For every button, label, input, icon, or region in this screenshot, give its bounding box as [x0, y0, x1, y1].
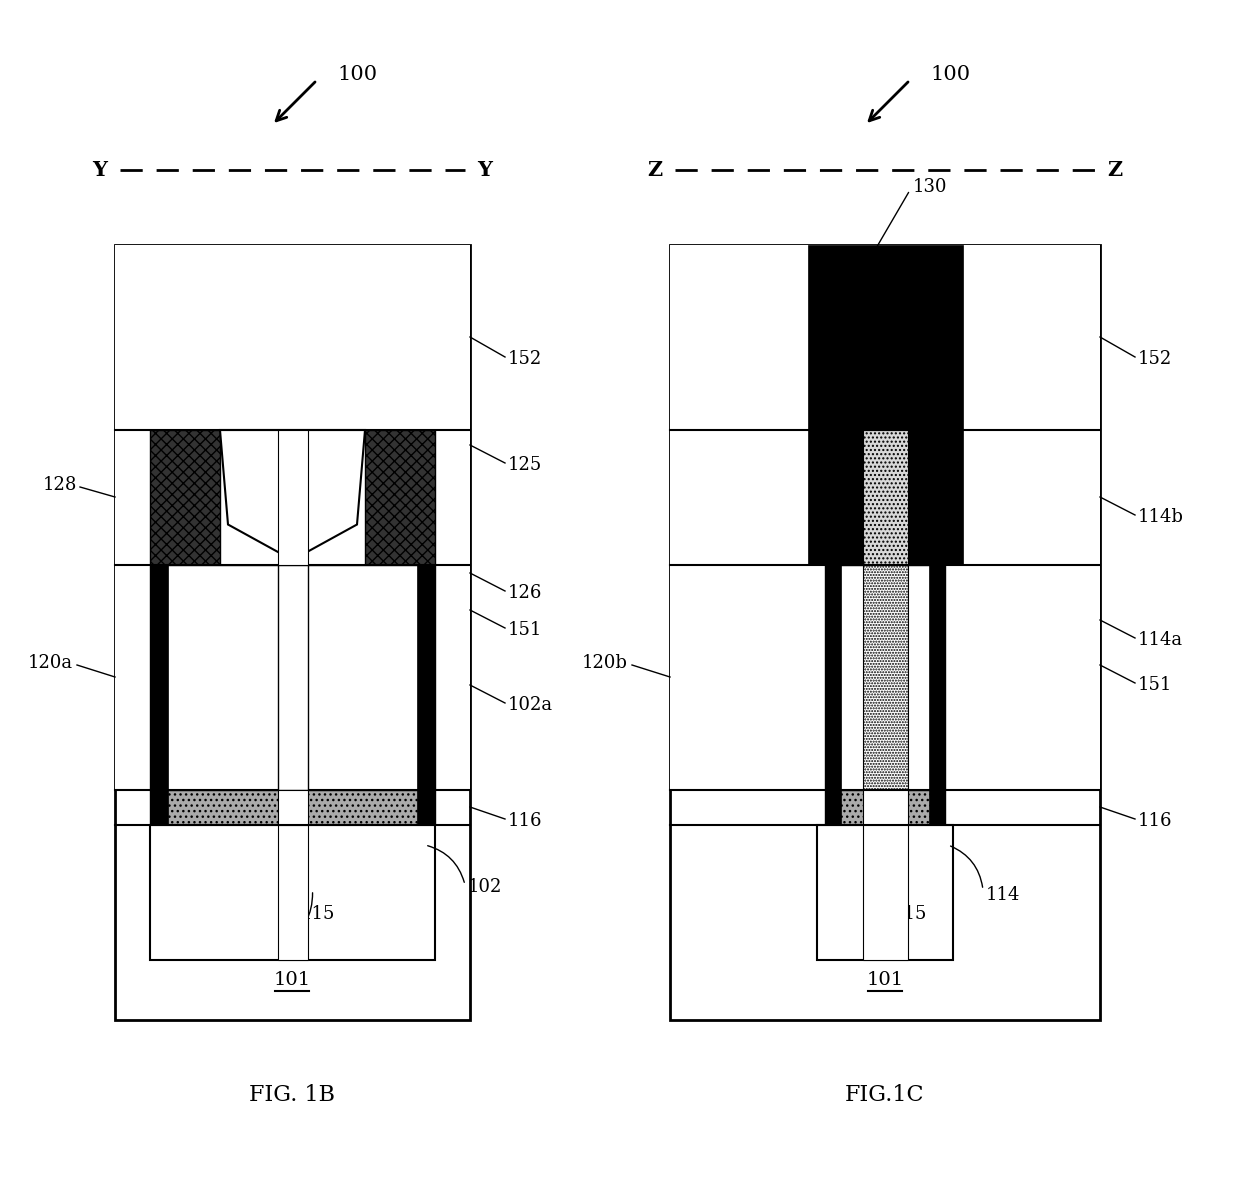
Bar	[115, 430, 470, 565]
Text: 100: 100	[930, 66, 970, 85]
Text: 126: 126	[508, 584, 542, 601]
Bar	[278, 790, 308, 825]
Bar	[278, 430, 308, 565]
Bar	[150, 790, 167, 825]
Bar	[863, 430, 908, 565]
Text: 125: 125	[508, 455, 542, 474]
Text: 116: 116	[1138, 812, 1173, 830]
Text: 102a: 102a	[508, 696, 553, 714]
Bar	[808, 245, 963, 430]
Polygon shape	[219, 430, 365, 560]
Text: 130: 130	[913, 178, 947, 197]
Text: 120b: 120b	[582, 654, 627, 672]
Bar	[150, 825, 435, 960]
Bar	[115, 245, 470, 430]
Bar	[825, 565, 945, 790]
Bar	[150, 565, 435, 790]
Text: 152: 152	[508, 350, 542, 368]
Text: 152: 152	[1138, 350, 1172, 368]
Bar	[278, 825, 308, 960]
Text: 101: 101	[867, 971, 904, 989]
Bar	[929, 565, 945, 790]
Bar	[670, 245, 1100, 1020]
Bar	[417, 565, 435, 790]
Bar	[115, 245, 470, 1020]
Text: 151: 151	[1138, 676, 1172, 694]
Bar	[670, 565, 1100, 790]
Text: 114b: 114b	[1138, 508, 1184, 526]
Bar	[863, 790, 908, 825]
Text: Y: Y	[93, 160, 108, 180]
Bar	[825, 565, 841, 790]
Bar	[670, 245, 1100, 430]
Text: 128: 128	[42, 476, 77, 494]
Text: Z: Z	[647, 160, 662, 180]
Bar	[825, 790, 945, 825]
Bar	[817, 825, 954, 960]
Bar	[929, 790, 945, 825]
Text: 151: 151	[508, 621, 542, 639]
Text: 115: 115	[893, 905, 928, 923]
Text: 100: 100	[337, 66, 377, 85]
Bar	[150, 430, 219, 565]
Bar	[863, 565, 908, 790]
Bar	[825, 790, 841, 825]
Text: 120a: 120a	[27, 654, 73, 672]
Text: FIG. 1B: FIG. 1B	[249, 1084, 335, 1106]
Text: 116: 116	[508, 812, 543, 830]
Text: 102: 102	[467, 878, 502, 896]
Bar	[115, 565, 470, 790]
Text: Z: Z	[1107, 160, 1122, 180]
Text: 115: 115	[300, 905, 335, 923]
Bar	[863, 825, 908, 960]
Text: 101: 101	[274, 971, 310, 989]
Text: 114: 114	[986, 886, 1021, 904]
Bar	[365, 430, 435, 565]
Bar	[150, 565, 167, 790]
Bar	[150, 790, 435, 825]
Bar	[417, 790, 435, 825]
Text: 114a: 114a	[1138, 631, 1183, 649]
Bar	[808, 430, 963, 565]
Text: FIG.1C: FIG.1C	[846, 1084, 925, 1106]
Text: Y: Y	[477, 160, 492, 180]
Bar	[278, 565, 308, 790]
Bar	[670, 430, 1100, 565]
